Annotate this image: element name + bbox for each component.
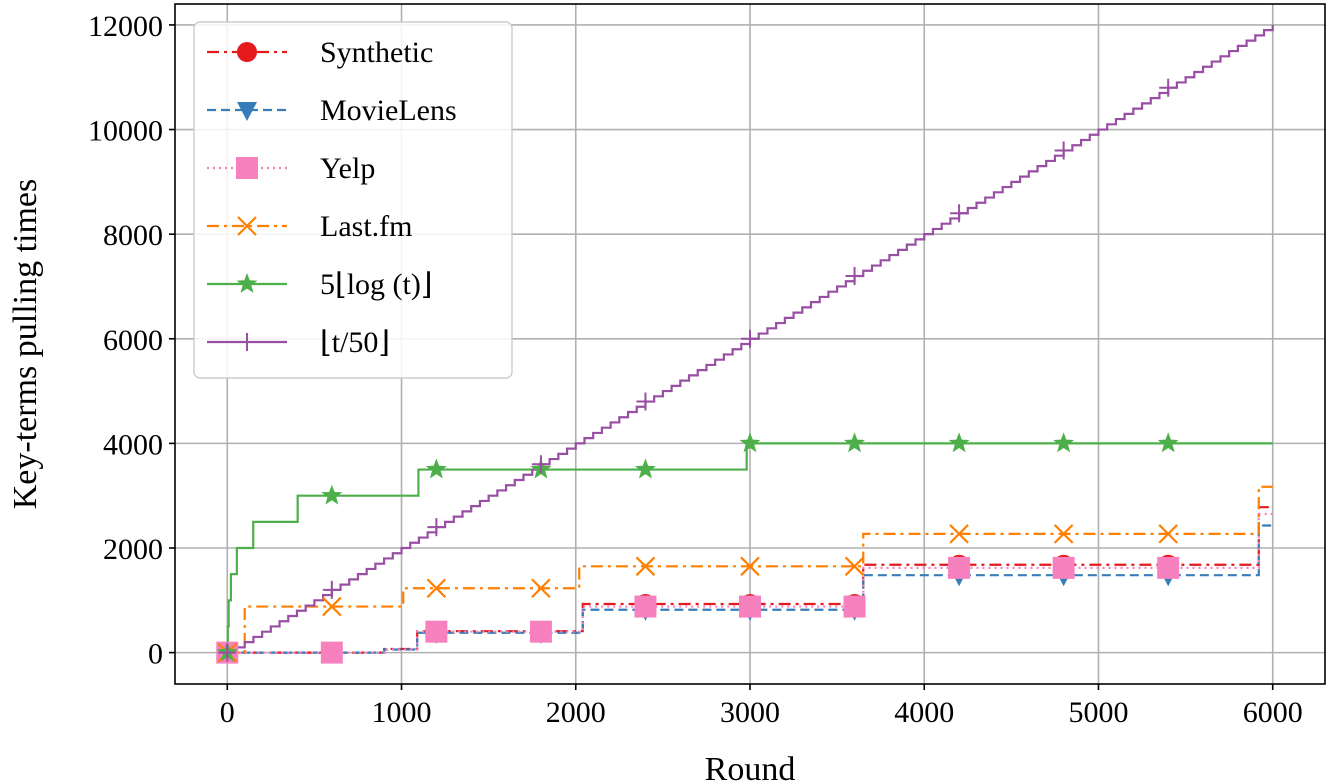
marker-yelp <box>634 595 657 618</box>
marker-5-floor-log-t <box>948 432 970 453</box>
marker-yelp <box>425 620 448 643</box>
marker-last-fm <box>322 596 342 617</box>
marker-floor-t-50 <box>322 580 341 599</box>
x-tick-label: 6000 <box>1243 696 1303 729</box>
x-tick-label: 3000 <box>720 696 780 729</box>
marker-yelp <box>1157 556 1180 579</box>
legend-marker-5-floor-log-t <box>236 273 258 293</box>
marker-floor-t-50 <box>845 267 864 285</box>
legend-marker-movielens <box>237 102 257 121</box>
legend-marker-floor-t-50 <box>238 333 256 351</box>
marker-yelp <box>843 595 866 618</box>
marker-yelp <box>529 620 552 643</box>
marker-floor-t-50 <box>531 455 550 474</box>
marker-last-fm <box>531 578 551 599</box>
marker-last-fm <box>1053 524 1074 544</box>
marker-floor-t-50 <box>427 518 446 537</box>
legend-label-movielens: MovieLens <box>320 94 457 127</box>
axis-ticks: 0 1000 2000 3000 4000 5000 6000 0 2000 4000 6000 80… <box>88 10 1303 729</box>
marker-yelp <box>1052 556 1075 579</box>
marker-yelp <box>320 641 343 664</box>
series-line-last-fm <box>227 485 1273 654</box>
marker-floor-t-50 <box>741 329 759 348</box>
marker-last-fm <box>844 556 865 577</box>
y-tick-label: 6000 <box>103 324 163 357</box>
marker-floor-t-50 <box>218 643 237 662</box>
legend-marker-yelp <box>236 157 258 179</box>
legend-label-yelp: Yelp <box>320 152 375 185</box>
y-tick-label: 2000 <box>103 533 163 566</box>
y-axis-label: Key-terms pulling times <box>7 179 44 510</box>
marker-floor-t-50 <box>1159 78 1178 97</box>
marker-last-fm <box>949 524 969 544</box>
legend-marker-synthetic <box>237 42 257 62</box>
marker-last-fm <box>426 578 447 599</box>
legend-label-synthetic: Synthetic <box>320 36 433 69</box>
legend-marker-last-fm <box>237 216 257 236</box>
x-tick-label: 1000 <box>372 696 432 729</box>
x-axis-label: Round <box>705 751 796 784</box>
legend-label-last-fm: Last.fm <box>320 210 412 243</box>
y-tick-label: 10000 <box>88 115 163 148</box>
legend-box <box>193 21 513 379</box>
marker-floor-t-50 <box>636 392 655 411</box>
legend-label-floor-t-50: ⌊t/50⌋ <box>320 326 390 359</box>
y-tick-label: 8000 <box>103 219 163 252</box>
x-tick-label: 0 <box>220 696 235 729</box>
y-tick-label: 0 <box>148 638 163 671</box>
marker-layer <box>216 78 1180 664</box>
legend: Synthetic MovieLens Yelp Last.fm 5⌊log (t)⌋ ⌊… <box>193 21 513 379</box>
marker-yelp <box>739 595 761 618</box>
marker-last-fm <box>635 556 656 577</box>
marker-5-floor-log-t <box>844 432 866 453</box>
marker-last-fm <box>740 556 760 577</box>
marker-5-floor-log-t <box>321 484 343 505</box>
marker-5-floor-log-t <box>1157 432 1179 453</box>
series-line-5-floor-log-t <box>226 442 1273 654</box>
x-tick-label: 2000 <box>546 696 606 729</box>
marker-yelp <box>948 556 971 579</box>
marker-floor-t-50 <box>950 204 969 223</box>
marker-5-floor-log-t <box>739 432 761 453</box>
x-tick-label: 5000 <box>1068 696 1128 729</box>
y-tick-label: 4000 <box>103 428 163 461</box>
marker-last-fm <box>1158 524 1178 544</box>
series-line-movielens <box>227 524 1273 654</box>
x-tick-label: 4000 <box>894 696 954 729</box>
marker-5-floor-log-t <box>425 458 447 479</box>
marker-5-floor-log-t <box>634 458 656 479</box>
marker-floor-t-50 <box>1054 141 1073 160</box>
y-tick-label: 12000 <box>88 10 163 43</box>
legend-label-5-floor-log-t: 5⌊log (t)⌋ <box>320 268 433 301</box>
marker-5-floor-log-t <box>1053 432 1075 453</box>
